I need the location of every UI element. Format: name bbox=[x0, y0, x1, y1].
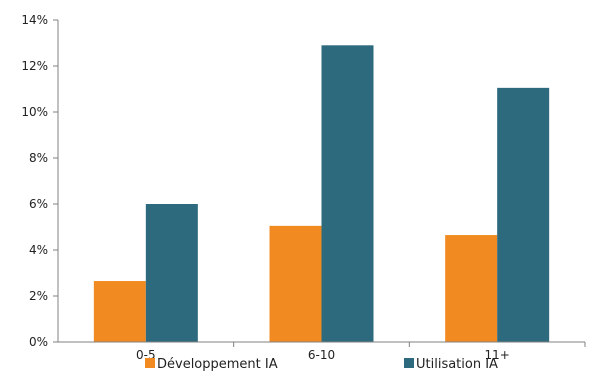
x-tick-label: 11+ bbox=[485, 348, 510, 362]
bar-developpement-0 bbox=[93, 281, 146, 342]
y-tick-label: 0% bbox=[29, 335, 48, 349]
y-tick-label: 8% bbox=[29, 151, 48, 165]
bar-utilisation-1 bbox=[321, 45, 374, 343]
x-axis-ticks: 0-5 6-10 11+ bbox=[136, 342, 586, 362]
y-tick-label: 14% bbox=[21, 13, 48, 27]
bar-developpement-1 bbox=[269, 225, 322, 342]
legend-label: Utilisation IA bbox=[416, 357, 498, 372]
legend-swatch bbox=[145, 358, 155, 368]
y-tick-label: 6% bbox=[29, 197, 48, 211]
legend-swatch bbox=[404, 358, 414, 368]
legend: Développement IA Utilisation IA bbox=[145, 357, 498, 372]
x-tick-label: 6-10 bbox=[308, 348, 335, 362]
y-tick-label: 2% bbox=[29, 289, 48, 303]
bar-utilisation-2 bbox=[497, 87, 550, 342]
bars bbox=[93, 45, 550, 343]
y-tick-label: 4% bbox=[29, 243, 48, 257]
legend-label: Développement IA bbox=[157, 357, 278, 372]
y-tick-label: 12% bbox=[21, 59, 48, 73]
y-axis-ticks: 0% 2% 4% 6% 8% 10% 12% 14% bbox=[21, 13, 58, 349]
bar-utilisation-0 bbox=[145, 204, 198, 342]
y-tick-label: 10% bbox=[21, 105, 48, 119]
bar-developpement-2 bbox=[445, 235, 498, 342]
